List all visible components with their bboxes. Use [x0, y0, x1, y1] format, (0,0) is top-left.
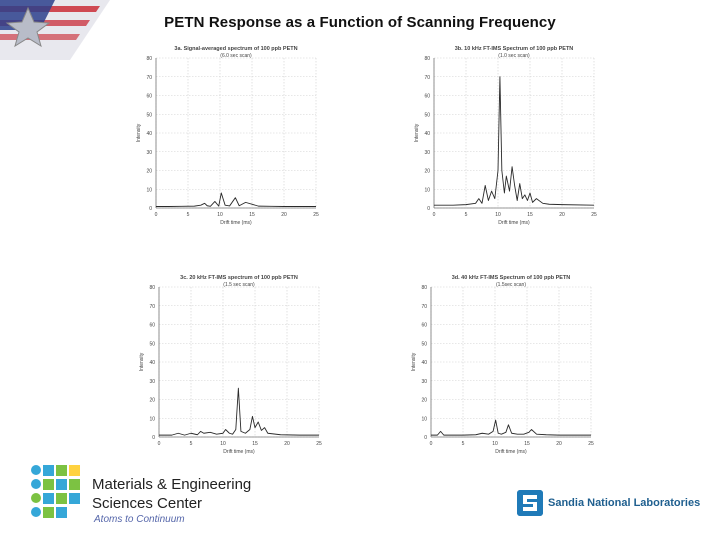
spectrum-trace [431, 419, 591, 436]
x-tick-label: 0 [433, 212, 436, 218]
flag-star-decoration-icon [0, 0, 110, 60]
chart-subtitle: (6.0 sec scan) [220, 53, 252, 59]
y-tick-label: 30 [421, 379, 427, 385]
x-axis-label: Drift time (ms) [498, 220, 530, 226]
x-tick-label: 15 [252, 441, 258, 447]
x-tick-label: 5 [187, 212, 190, 218]
y-tick-label: 20 [421, 398, 427, 404]
y-tick-label: 40 [149, 360, 155, 366]
x-tick-label: 10 [217, 212, 223, 218]
y-tick-label: 10 [424, 187, 430, 193]
y-tick-label: 60 [421, 323, 427, 329]
y-tick-label: 20 [146, 169, 152, 175]
sandia-logo: Sandia National Laboratories [517, 490, 700, 516]
y-tick-label: 30 [149, 379, 155, 385]
y-tick-label: 60 [149, 323, 155, 329]
y-axis-label: Intensity [414, 123, 420, 142]
y-tick-label: 60 [424, 94, 430, 100]
x-tick-label: 25 [313, 212, 319, 218]
x-tick-label: 20 [556, 441, 562, 447]
chart-title: 3c. 20 kHz FT-IMS spectrum of 100 ppb PE… [180, 275, 298, 281]
x-axis-label: Drift time (ms) [495, 449, 527, 455]
y-tick-label: 80 [149, 285, 155, 291]
chart-3d: 0 10 20 30 40 50 60 70 80 0 5 10 15 20 25 Drift time (m… [411, 275, 594, 455]
y-axis-label: Intensity [139, 352, 145, 371]
y-tick-label: 80 [424, 56, 430, 62]
y-tick-label: 80 [146, 56, 152, 62]
y-tick-label: 40 [146, 131, 152, 137]
x-tick-label: 20 [559, 212, 565, 218]
y-tick-label: 10 [146, 187, 152, 193]
y-tick-label: 10 [149, 416, 155, 422]
x-tick-label: 25 [588, 441, 594, 447]
y-tick-label: 0 [427, 206, 430, 212]
x-tick-label: 15 [527, 212, 533, 218]
chart-subtitle: (1.5sec scan) [496, 282, 526, 288]
chart-subtitle: (1.5 sec scan) [223, 282, 255, 288]
y-tick-label: 0 [424, 435, 427, 441]
y-tick-label: 20 [424, 169, 430, 175]
y-tick-label: 50 [421, 341, 427, 347]
x-tick-label: 5 [462, 441, 465, 447]
y-tick-label: 30 [424, 150, 430, 156]
sandia-thunderbird-icon [517, 490, 543, 516]
x-axis-label: Drift time (ms) [220, 220, 252, 226]
y-tick-label: 30 [146, 150, 152, 156]
chart-subtitle: (1.0 sec scan) [498, 53, 530, 59]
x-tick-label: 10 [495, 212, 501, 218]
y-tick-label: 0 [149, 206, 152, 212]
y-tick-label: 60 [146, 94, 152, 100]
y-tick-label: 50 [146, 112, 152, 118]
x-tick-label: 5 [465, 212, 468, 218]
sandia-lab-name: Sandia National Laboratories [548, 497, 701, 509]
x-tick-label: 20 [281, 212, 287, 218]
chart-3c: 0 10 20 30 40 50 60 70 80 0 5 10 15 20 25 Drift time (m… [139, 275, 322, 455]
x-tick-label: 20 [284, 441, 290, 447]
msc-logo-icon [31, 465, 80, 518]
spectrum-trace [159, 387, 319, 436]
x-tick-label: 15 [249, 212, 255, 218]
msc-name-line2: Sciences Center [92, 495, 203, 512]
y-tick-label: 50 [424, 112, 430, 118]
chart-title: 3a. Signal-averaged spectrum of 100 ppb … [174, 46, 297, 52]
chart-title: 3d. 40 kHz FT-IMS Spectrum of 100 ppb PE… [452, 275, 571, 281]
y-tick-label: 70 [149, 304, 155, 310]
chart-3b: 0 10 20 30 40 50 60 70 80 0 5 10 15 20 25 Drift time (m… [414, 46, 597, 226]
spectrum-trace [156, 192, 316, 207]
x-tick-label: 10 [492, 441, 498, 447]
y-tick-label: 0 [152, 435, 155, 441]
chart-title: 3b. 10 kHz FT-IMS Spectrum of 100 ppb PE… [455, 46, 574, 52]
y-tick-label: 40 [424, 131, 430, 137]
x-tick-label: 5 [190, 441, 193, 447]
y-axis-label: Intensity [136, 123, 142, 142]
x-tick-label: 25 [591, 212, 597, 218]
msc-name-line1: Materials & Engineering [92, 476, 252, 493]
y-tick-label: 80 [421, 285, 427, 291]
y-axis-label: Intensity [411, 352, 417, 371]
msc-tagline: Atoms to Continuum [94, 514, 185, 525]
x-tick-label: 15 [524, 441, 530, 447]
slide-title: PETN Response as a Function of Scanning … [164, 14, 556, 31]
y-tick-label: 10 [421, 416, 427, 422]
x-tick-label: 0 [158, 441, 161, 447]
y-tick-label: 50 [149, 341, 155, 347]
x-tick-label: 0 [155, 212, 158, 218]
y-tick-label: 40 [421, 360, 427, 366]
x-tick-label: 25 [316, 441, 322, 447]
x-tick-label: 10 [220, 441, 226, 447]
y-tick-label: 70 [424, 75, 430, 81]
x-axis-label: Drift time (ms) [223, 449, 255, 455]
y-tick-label: 70 [146, 75, 152, 81]
y-tick-label: 20 [149, 398, 155, 404]
chart-3a: 0 10 20 30 40 50 60 70 80 0 5 10 15 20 25 Drift time (m… [136, 46, 319, 226]
spectrum-trace [434, 76, 595, 206]
y-tick-label: 70 [421, 304, 427, 310]
x-tick-label: 0 [430, 441, 433, 447]
